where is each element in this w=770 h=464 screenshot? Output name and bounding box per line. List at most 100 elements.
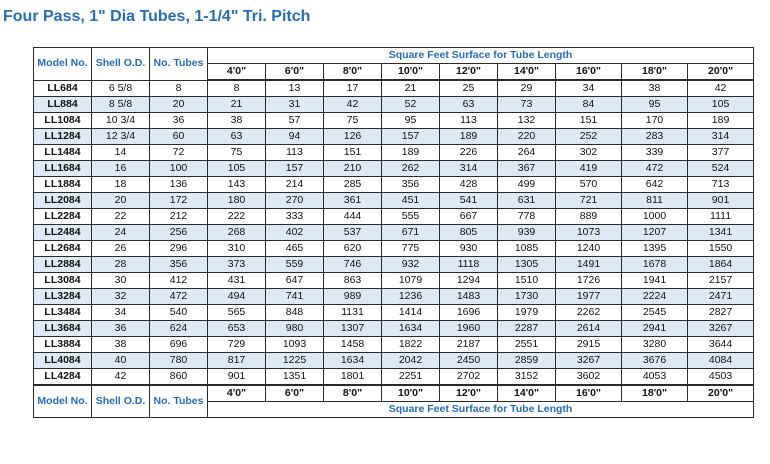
surface-cell: 653: [207, 320, 266, 337]
surface-cell: 1236: [381, 288, 440, 305]
footer-length: 4'0": [207, 384, 266, 402]
model-cell: LL4284: [33, 368, 92, 386]
surface-cell: 3644: [686, 336, 755, 353]
table-row: LL4084 40 780 817 1225 1634 2042 2450 2859 3267 36…: [33, 352, 755, 369]
tube-count-cell: 860: [149, 368, 208, 386]
surface-cell: 4084: [686, 352, 755, 369]
surface-cell: 2251: [381, 368, 440, 386]
tube-count-cell: 136: [149, 176, 208, 193]
surface-cell: 105: [207, 160, 266, 177]
surface-cell: 3602: [555, 368, 622, 386]
surface-cell: 314: [686, 128, 755, 145]
table-row: LL3084 30 412 431 647 863 1079 1294 1510 1726 1941…: [33, 272, 755, 289]
surface-cell: 939: [497, 224, 556, 241]
shell-od-cell: 12 3/4: [91, 128, 150, 145]
tube-count-cell: 100: [149, 160, 208, 177]
surface-cell: 283: [621, 128, 688, 145]
header-length: 10'0": [381, 63, 440, 81]
surface-cell: 805: [439, 224, 498, 241]
surface-cell: 377: [686, 144, 755, 161]
surface-cell: 75: [207, 144, 266, 161]
header-surface-span: Square Feet Surface for Tube Length: [206, 47, 755, 64]
surface-cell: 95: [381, 112, 440, 129]
surface-cell: 932: [381, 256, 440, 273]
tube-count-cell: 212: [149, 208, 208, 225]
surface-cell: 537: [323, 224, 382, 241]
model-cell: LL3284: [33, 288, 92, 305]
surface-cell: 1960: [439, 320, 498, 337]
surface-cell: 2450: [439, 352, 498, 369]
surface-cell: 270: [265, 192, 324, 209]
surface-cell: 222: [207, 208, 266, 225]
surface-cell: 31: [265, 96, 324, 113]
surface-cell: 151: [555, 112, 622, 129]
surface-cell: 775: [381, 240, 440, 257]
surface-cell: 1294: [439, 272, 498, 289]
surface-cell: 1726: [555, 272, 622, 289]
tube-count-cell: 356: [149, 256, 208, 273]
surface-cell: 333: [265, 208, 324, 225]
surface-cell: 671: [381, 224, 440, 241]
footer-length: 10'0": [381, 384, 440, 402]
surface-cell: 1351: [265, 368, 324, 386]
surface-cell: 1240: [555, 240, 622, 257]
tube-count-cell: 696: [149, 336, 208, 353]
tube-surface-table: Model No. Shell O.D. No. Tubes Square Fe…: [33, 47, 755, 418]
surface-cell: 1131: [323, 304, 382, 321]
tube-count-cell: 540: [149, 304, 208, 321]
table-row: LL1284 12 3/4 60 63 94 126 157 189 220 252 283 314: [33, 128, 755, 145]
surface-cell: 310: [207, 240, 266, 257]
surface-cell: 1979: [497, 304, 556, 321]
table-row: LL3484 34 540 565 848 1131 1414 1696 1979 2262 254…: [33, 304, 755, 321]
header-length: 14'0": [497, 63, 556, 81]
shell-od-cell: 28: [91, 256, 150, 273]
surface-cell: 3676: [621, 352, 688, 369]
surface-cell: 1414: [381, 304, 440, 321]
surface-cell: 2287: [497, 320, 556, 337]
tube-count-cell: 296: [149, 240, 208, 257]
surface-cell: 2915: [555, 336, 622, 353]
tube-count-cell: 36: [149, 112, 208, 129]
table-row: LL3884 38 696 729 1093 1458 1822 2187 2551 2915 32…: [33, 336, 755, 353]
surface-cell: 1510: [497, 272, 556, 289]
shell-od-cell: 30: [91, 272, 150, 289]
surface-cell: 2157: [686, 272, 755, 289]
surface-cell: 252: [555, 128, 622, 145]
surface-cell: 2702: [439, 368, 498, 386]
surface-cell: 3267: [686, 320, 755, 337]
surface-cell: 2471: [686, 288, 755, 305]
table-row: LL2484 24 256 268 402 537 671 805 939 1073 1207 134…: [33, 224, 755, 241]
surface-cell: 3280: [621, 336, 688, 353]
header-model-no: Model No.: [33, 47, 92, 81]
surface-cell: 339: [621, 144, 688, 161]
header-length: 18'0": [621, 63, 688, 81]
surface-cell: 1307: [323, 320, 382, 337]
model-cell: LL2084: [33, 192, 92, 209]
surface-cell: 180: [207, 192, 266, 209]
shell-od-cell: 14: [91, 144, 150, 161]
shell-od-cell: 10 3/4: [91, 112, 150, 129]
surface-cell: 214: [265, 176, 324, 193]
surface-cell: 189: [381, 144, 440, 161]
tube-count-cell: 256: [149, 224, 208, 241]
table-row: LL1884 18 136 143 214 285 356 428 499 570 642 713: [33, 176, 755, 193]
surface-cell: 1073: [555, 224, 622, 241]
model-cell: LL884: [33, 96, 92, 113]
model-cell: LL2884: [33, 256, 92, 273]
surface-cell: 73: [497, 96, 556, 113]
surface-cell: 451: [381, 192, 440, 209]
surface-cell: 2187: [439, 336, 498, 353]
surface-cell: 1207: [621, 224, 688, 241]
table-row: LL2684 26 296 310 465 620 775 930 1085 1240 1395 15…: [33, 240, 755, 257]
surface-cell: 21: [381, 79, 440, 97]
surface-cell: 746: [323, 256, 382, 273]
surface-cell: 642: [621, 176, 688, 193]
surface-cell: 817: [207, 352, 266, 369]
table-row: LL2084 20 172 180 270 361 451 541 631 721 811 901: [33, 192, 755, 209]
surface-cell: 1000: [621, 208, 688, 225]
table-row: LL1084 10 3/4 36 38 57 75 95 113 132 151 170 189: [33, 112, 755, 129]
surface-cell: 559: [265, 256, 324, 273]
surface-cell: 314: [439, 160, 498, 177]
surface-cell: 901: [207, 368, 266, 386]
surface-cell: 1696: [439, 304, 498, 321]
